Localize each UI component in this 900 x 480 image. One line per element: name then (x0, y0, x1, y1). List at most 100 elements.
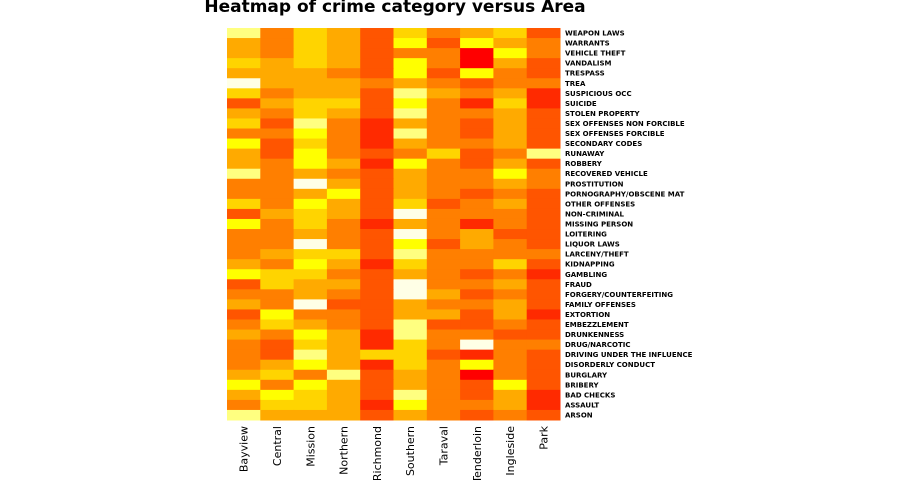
heatmap-cell (426, 158, 461, 170)
heatmap-cell (426, 229, 461, 240)
heatmap-cell (526, 198, 561, 210)
heatmap-cell (460, 329, 494, 341)
heatmap-cell (460, 28, 494, 39)
heatmap-cell (360, 309, 394, 320)
heatmap-cell (493, 249, 528, 260)
heatmap-cell (493, 148, 528, 160)
heatmap-cell (493, 369, 528, 381)
heatmap-cell (493, 319, 528, 331)
heatmap-cell (326, 98, 361, 109)
heatmap-cell (227, 379, 261, 391)
row-label: STOLEN PROPERTY (565, 110, 641, 118)
heatmap-cell (260, 319, 295, 331)
heatmap-cell (493, 239, 528, 250)
heatmap-cell (227, 48, 261, 59)
heatmap-cell (293, 58, 328, 69)
row-label: FORGERY/COUNTERFEITING (565, 291, 673, 299)
heatmap-cell (526, 409, 561, 421)
heatmap-cell (460, 148, 494, 160)
heatmap-cell (493, 299, 528, 310)
heatmap-cell (293, 379, 328, 391)
heatmap-cell (227, 118, 261, 130)
heatmap-cell (326, 28, 361, 39)
row-label: EXTORTION (565, 311, 610, 319)
heatmap-cell (393, 88, 428, 99)
heatmap-cell (227, 349, 261, 361)
heatmap-cell (227, 28, 261, 39)
heatmap-cell (426, 269, 461, 280)
heatmap-cell (260, 279, 295, 290)
heatmap-cell (326, 299, 361, 310)
heatmap-cell (426, 118, 461, 130)
heatmap-cell (526, 309, 561, 320)
heatmap-cell (293, 259, 328, 270)
heatmap-cell (360, 399, 394, 411)
heatmap-cell (227, 369, 261, 381)
heatmap-cell (493, 28, 528, 39)
heatmap-cell (293, 239, 328, 250)
heatmap-cell (326, 68, 361, 79)
heatmap-cell (227, 218, 261, 230)
heatmap-cell (227, 88, 261, 99)
heatmap-cell (360, 208, 394, 220)
heatmap-cell (426, 78, 461, 89)
row-label: SUSPICIOUS OCC (565, 90, 632, 98)
heatmap-cell (227, 389, 261, 401)
heatmap-cell (326, 249, 361, 260)
heatmap-cell (526, 58, 561, 69)
heatmap-cell (293, 389, 328, 401)
column-label: Southern (404, 426, 417, 476)
heatmap-cell (426, 349, 461, 361)
heatmap-cell (426, 128, 461, 140)
heatmap-cell (360, 48, 394, 59)
row-label: EMBEZZLEMENT (565, 321, 629, 329)
heatmap-cell (493, 98, 528, 109)
heatmap-cell (360, 168, 394, 180)
heatmap-cell (460, 369, 494, 381)
heatmap-cell (360, 299, 394, 310)
heatmap-cell (426, 98, 461, 109)
heatmap-cell (526, 208, 561, 220)
heatmap-cell (326, 118, 361, 130)
heatmap-cell (526, 168, 561, 180)
heatmap-cell (393, 279, 428, 290)
heatmap-cell (260, 359, 295, 371)
heatmap-cell (526, 88, 561, 99)
heatmap-cell (260, 399, 295, 411)
row-label: SEX OFFENSES NON FORCIBLE (565, 120, 685, 128)
heatmap-cell (393, 208, 428, 220)
heatmap-cell (293, 309, 328, 320)
row-label: PROSTITUTION (565, 180, 624, 188)
heatmap-cell (460, 399, 494, 411)
heatmap-cell (393, 249, 428, 260)
heatmap-cell (460, 279, 494, 290)
heatmap-cell (493, 188, 528, 200)
row-label: DISORDERLY CONDUCT (565, 361, 655, 369)
heatmap-cell (393, 28, 428, 39)
heatmap-cell (460, 218, 494, 230)
heatmap-cell (260, 38, 295, 49)
heatmap-cell (260, 349, 295, 361)
heatmap-cell (493, 78, 528, 89)
heatmap-cell (326, 58, 361, 69)
heatmap-cell (493, 379, 528, 391)
heatmap-cell (493, 168, 528, 180)
row-labels: WEAPON LAWS WARRANTS VEHICLE THEFT VANDALIS… (565, 30, 693, 420)
heatmap-cell (326, 339, 361, 351)
chart-title: Heatmap of crime category versus Area (204, 0, 585, 17)
heatmap-cell (526, 289, 561, 300)
heatmap-cell (293, 359, 328, 371)
heatmap-cell (526, 259, 561, 270)
heatmap-cell (360, 98, 394, 109)
heatmap-cell (260, 88, 295, 99)
heatmap-cell (360, 339, 394, 351)
row-label: GAMBLING (565, 271, 607, 279)
heatmap-cell (293, 349, 328, 361)
heatmap-cell (326, 289, 361, 300)
heatmap-cell (393, 229, 428, 240)
heatmap-cell (460, 198, 494, 210)
heatmap-cell (293, 329, 328, 341)
row-label: RECOVERED VEHICLE (565, 170, 648, 178)
heatmap-cell (493, 339, 528, 351)
row-label: LARCENY/THEFT (565, 251, 629, 259)
